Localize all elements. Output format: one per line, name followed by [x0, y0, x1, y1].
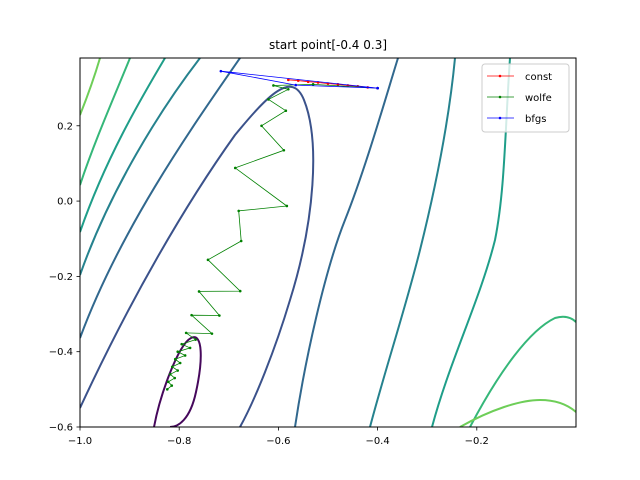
data-point-wolfe	[238, 289, 242, 293]
y-tick-label: 0.2	[57, 121, 73, 132]
chart-title: start point[-0.4 0.3]	[269, 38, 387, 52]
data-point-bfgs	[376, 86, 379, 90]
x-axis: −1.0 −0.8 −0.6 −0.4 −0.2	[68, 427, 489, 447]
data-point-wolfe	[260, 124, 263, 128]
data-point-wolfe	[233, 166, 237, 170]
x-tick-label: −0.4	[365, 436, 389, 447]
data-point-wolfe	[176, 350, 180, 353]
y-axis: −0.6 −0.4 −0.2 0.0 0.2	[49, 121, 80, 434]
contour-level-6	[80, 58, 131, 186]
data-point-wolfe	[173, 357, 177, 361]
legend-marker-wolfe	[498, 95, 502, 99]
contour-level-5	[80, 58, 166, 233]
legend-label-bfgs: bfgs	[525, 114, 546, 125]
data-point-wolfe	[178, 361, 182, 365]
series-line-bfgs	[220, 70, 378, 89]
data-point-wolfe	[210, 332, 214, 335]
legend-marker-bfgs	[498, 116, 502, 120]
contour-level-2	[80, 85, 315, 427]
legend-box	[481, 63, 570, 133]
data-point-wolfe	[311, 83, 315, 86]
data-point-wolfe	[237, 209, 241, 213]
y-tick-label: 0.0	[57, 197, 73, 208]
data-point-wolfe	[267, 98, 270, 101]
data-point-wolfe	[218, 314, 221, 317]
contour-level-3	[80, 58, 241, 339]
x-tick-label: −0.6	[266, 436, 290, 447]
data-point-const	[287, 78, 290, 82]
data-point-wolfe	[165, 388, 169, 391]
data-point-wolfe	[206, 258, 210, 262]
data-point-wolfe	[173, 376, 177, 380]
legend-marker-const	[498, 74, 502, 78]
data-point-wolfe	[284, 109, 288, 113]
data-point-wolfe	[194, 338, 197, 341]
data-point-bfgs	[294, 83, 298, 87]
legend-label-const: const	[525, 72, 552, 83]
data-point-wolfe	[166, 380, 170, 384]
data-point-wolfe	[282, 148, 286, 152]
x-tick-label: −1.0	[68, 436, 92, 447]
data-point-wolfe	[190, 313, 193, 317]
y-tick-label: −0.4	[49, 347, 73, 358]
data-point-wolfe	[180, 342, 183, 346]
contour-level-4b	[369, 58, 456, 427]
legend: const wolfe bfgs	[481, 63, 570, 133]
contour-lines	[80, 58, 576, 427]
data-point-bfgs	[219, 69, 223, 73]
data-point-wolfe	[188, 346, 192, 350]
y-tick-label: −0.6	[49, 423, 73, 434]
data-point-wolfe	[183, 354, 187, 357]
contour-level-7b	[459, 398, 576, 427]
data-point-wolfe	[287, 87, 290, 91]
contour-level-3b	[294, 58, 399, 427]
y-tick-label: −0.2	[49, 272, 73, 283]
contour-level-7	[80, 58, 101, 116]
data-point-wolfe	[239, 239, 243, 243]
contour-level-1	[153, 336, 202, 427]
data-point-wolfe	[184, 331, 188, 335]
series-bfgs	[219, 69, 379, 90]
x-tick-label: −0.2	[465, 436, 489, 447]
x-tick-label: −0.8	[167, 436, 191, 447]
contour-level-4	[80, 58, 201, 276]
data-point-wolfe	[170, 384, 174, 387]
series-wolfe	[165, 83, 379, 391]
data-point-wolfe	[197, 290, 201, 293]
data-point-wolfe	[170, 365, 174, 369]
data-point-wolfe	[272, 84, 275, 87]
data-point-wolfe	[168, 372, 172, 376]
series-layer	[165, 69, 379, 391]
axes-frame	[79, 57, 577, 428]
legend-label-wolfe: wolfe	[525, 93, 552, 104]
data-point-wolfe	[176, 369, 180, 372]
data-point-wolfe	[285, 204, 289, 208]
contour-level-6b	[469, 315, 576, 427]
